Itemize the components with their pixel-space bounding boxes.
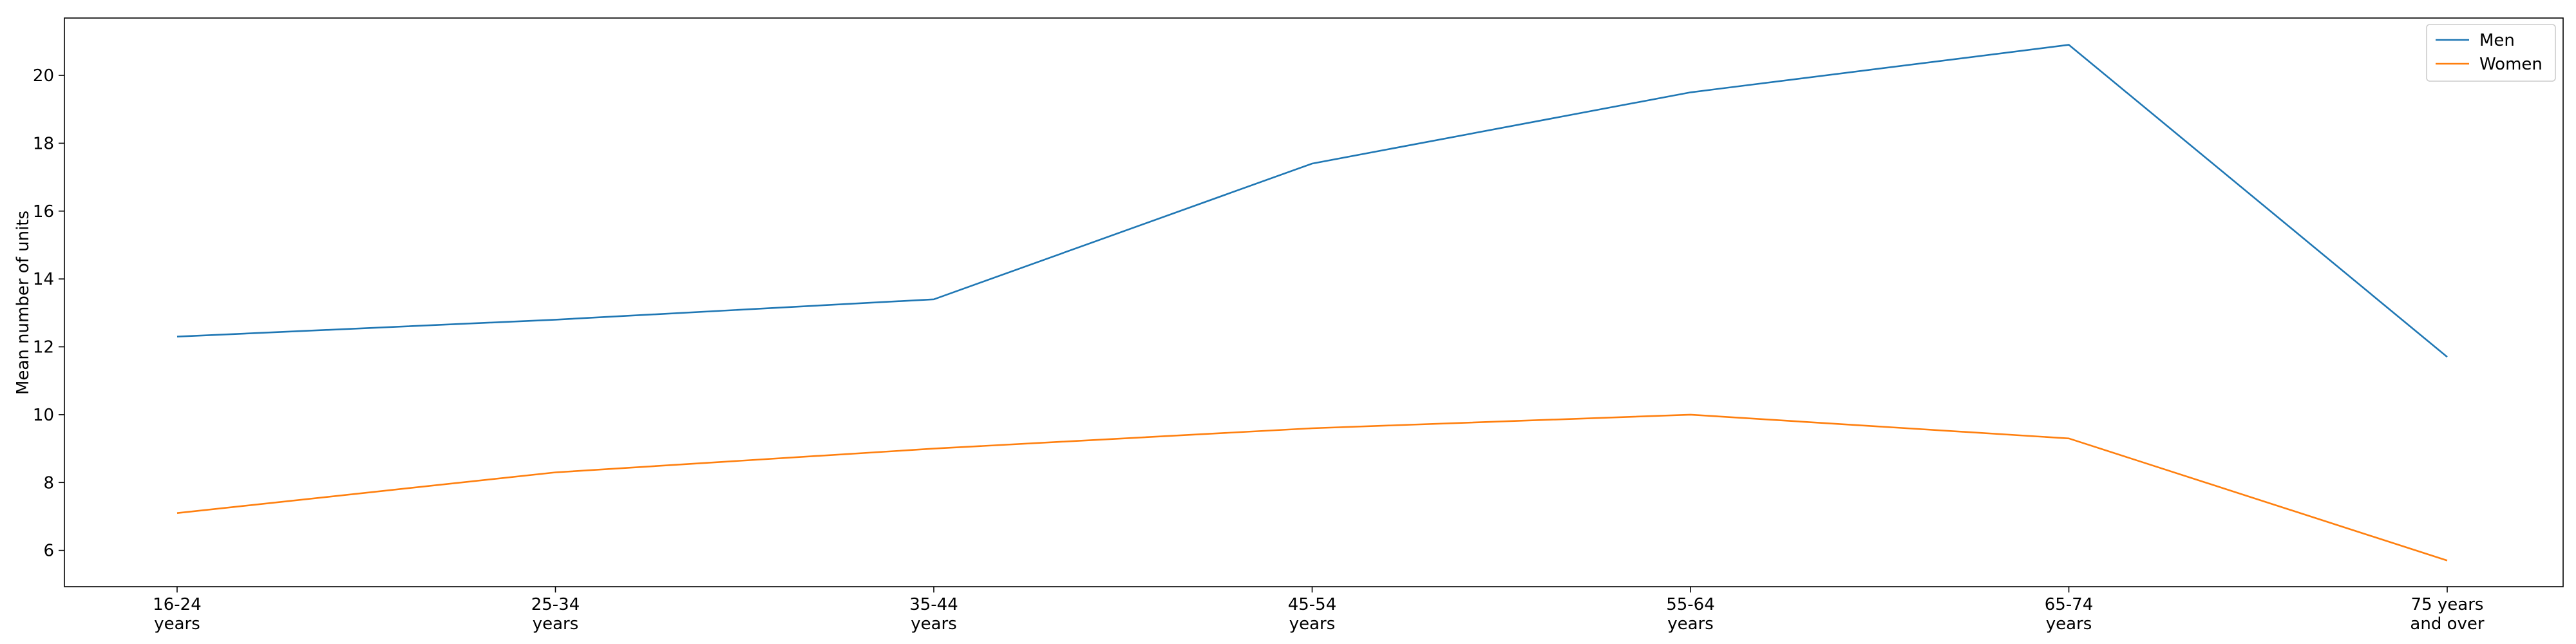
x-tick-label: 75 years [2411,595,2484,614]
y-tick-label: 18 [33,134,54,153]
series-line-women [176,413,2448,562]
x-tick-label: years [533,614,579,634]
y-tick-label: 10 [33,406,54,425]
x-axis-ticks: 16-24years25-34years35-44years45-54years… [153,587,2485,634]
x-tick-label: 65-74 [2045,595,2094,614]
y-axis-ticks: 6 8 10 12 14 16 18 20 [33,66,64,561]
x-tick-label: 45-54 [1288,595,1337,614]
x-tick-label: years [1289,614,1336,634]
plot-area [64,18,2563,587]
x-tick-label: years [2046,614,2092,634]
y-tick-label: 14 [33,270,54,289]
legend-label: Men [2479,31,2515,50]
y-tick-label: 12 [33,338,54,357]
legend: Men Women [2426,24,2556,82]
series-line-men [176,44,2448,358]
x-tick-label: 25-34 [531,595,580,614]
x-tick-label: years [1667,614,1714,634]
x-tick-label: 35-44 [909,595,958,614]
x-tick-label: 55-64 [1666,595,1715,614]
legend-box [2426,24,2556,82]
y-tick-label: 6 [43,542,54,561]
y-tick-label: 20 [33,66,54,86]
y-tick-label: 8 [43,473,54,493]
y-axis-title: Mean number of units [14,211,33,395]
x-tick-label: years [911,614,957,634]
x-tick-label: 16-24 [153,595,202,614]
x-tick-label: and over [2410,614,2484,634]
x-tick-label: years [154,614,200,634]
plot-frame [64,17,2564,587]
series-lines [176,44,2448,562]
y-tick-label: 16 [33,202,54,222]
legend-label: Women [2479,55,2543,74]
